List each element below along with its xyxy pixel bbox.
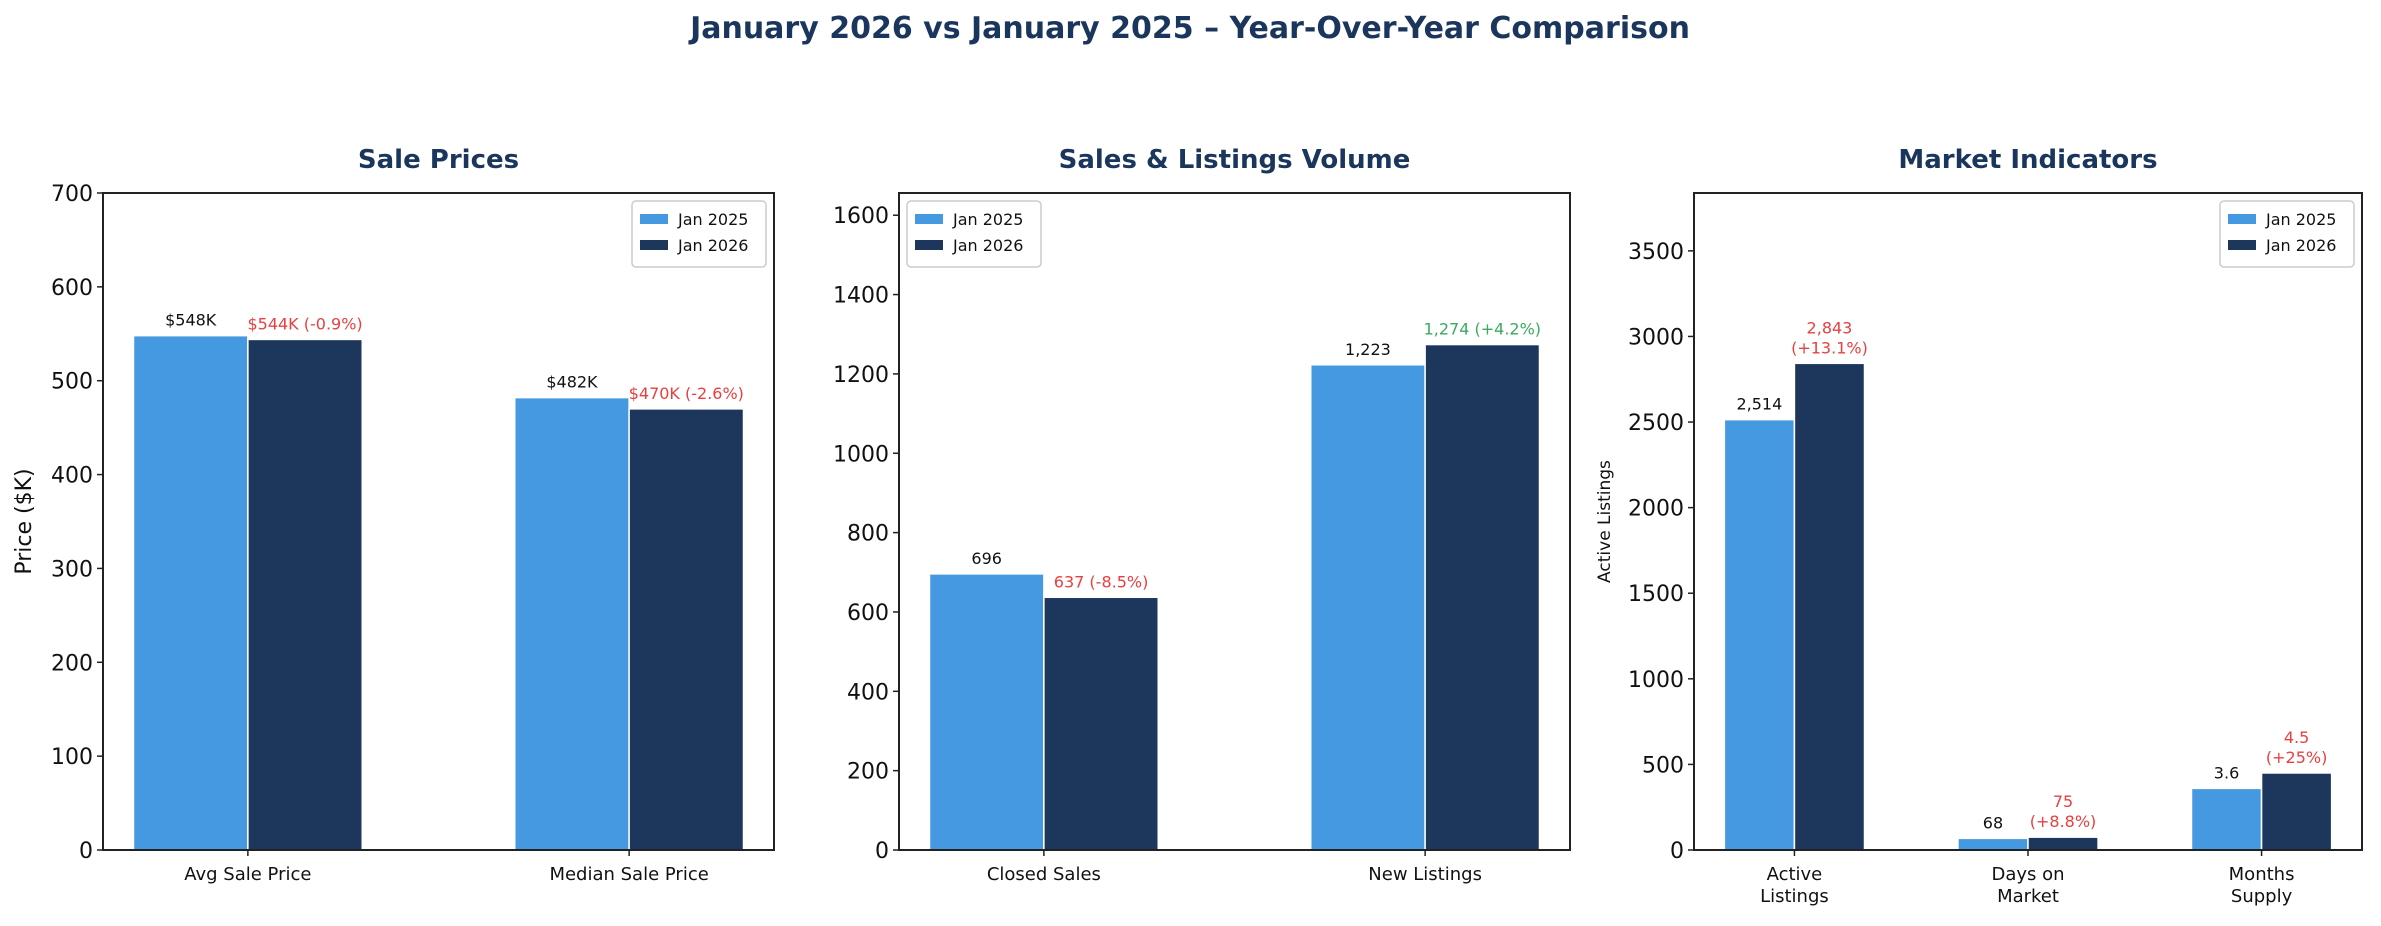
bar-jan-2025 bbox=[2190, 787, 2263, 851]
y-tick-label: 3000 bbox=[1628, 325, 1684, 350]
bar-jan-2025 bbox=[132, 334, 249, 851]
subplot-2: Sales & Listings Volume 0 200 400 600 800 1000… bbox=[833, 145, 1571, 885]
value-label: (+13.1%) bbox=[1791, 338, 1868, 357]
value-label: 68 bbox=[1983, 813, 2003, 832]
value-label: 4.5 bbox=[2284, 728, 2309, 747]
x-tick-label: Months bbox=[2229, 864, 2295, 885]
legend-label: Jan 2026 bbox=[952, 236, 1023, 255]
y-tick-label: 500 bbox=[1642, 753, 1684, 778]
y-tick-label: 2500 bbox=[1628, 411, 1684, 436]
bar-jan-2025 bbox=[1310, 364, 1426, 851]
x-tick-label: Closed Sales bbox=[987, 864, 1101, 885]
legend-swatch bbox=[915, 240, 943, 250]
bar-jan-2025 bbox=[928, 573, 1045, 851]
y-tick-label: 600 bbox=[51, 276, 93, 301]
axes-frame bbox=[898, 192, 1571, 851]
legend-label: Jan 2025 bbox=[2265, 210, 2336, 229]
x-tick-label: Supply bbox=[2231, 886, 2293, 907]
y-tick-label: 700 bbox=[51, 182, 93, 207]
y-tick-label: 1400 bbox=[833, 284, 889, 309]
y-tick-label: 400 bbox=[51, 464, 93, 489]
legend-label: Jan 2025 bbox=[952, 210, 1023, 229]
value-label: 2,843 bbox=[1807, 318, 1853, 337]
legend-swatch bbox=[915, 214, 943, 224]
value-label: 637 (-8.5%) bbox=[1054, 572, 1149, 591]
x-tick-label: New Listings bbox=[1368, 864, 1482, 885]
subplot-3: Market Indicators 0 500 1000 1500 2000 2500 300… bbox=[1595, 145, 2363, 907]
y-tick-label: 300 bbox=[51, 557, 93, 582]
axes-frame bbox=[102, 192, 775, 851]
x-tick-label: Active bbox=[1767, 864, 1823, 885]
legend-label: Jan 2026 bbox=[677, 236, 748, 255]
y-axis-label: Price ($K) bbox=[12, 468, 37, 574]
bar-jan-2025 bbox=[1957, 837, 2029, 851]
value-label: (+8.8%) bbox=[2030, 812, 2097, 831]
value-label: $482K bbox=[546, 373, 598, 392]
y-tick-label: 2000 bbox=[1628, 497, 1684, 522]
bar-jan-2026 bbox=[247, 338, 363, 851]
legend: Jan 2025 Jan 2026 bbox=[631, 200, 767, 268]
value-label: 75 bbox=[2053, 792, 2073, 811]
legend-label: Jan 2025 bbox=[677, 210, 748, 229]
y-tick-label: 400 bbox=[847, 680, 889, 705]
y-tick-label: 1500 bbox=[1628, 582, 1684, 607]
legend-swatch bbox=[2228, 214, 2256, 224]
y-tick-label: 0 bbox=[79, 839, 93, 864]
axes-frame bbox=[1693, 192, 2363, 851]
y-tick-label: 200 bbox=[51, 651, 93, 676]
x-tick-label: Avg Sale Price bbox=[184, 864, 311, 885]
value-label: 696 bbox=[971, 549, 1002, 568]
bar-jan-2026 bbox=[2260, 772, 2333, 851]
value-label: $470K (-2.6%) bbox=[629, 384, 744, 403]
legend-swatch bbox=[640, 214, 668, 224]
subplot-title: Sales & Listings Volume bbox=[1059, 145, 1411, 175]
y-tick-label: 200 bbox=[847, 760, 889, 785]
value-label: (+25%) bbox=[2266, 748, 2327, 767]
bar-jan-2026 bbox=[628, 408, 745, 851]
y-tick-label: 100 bbox=[51, 745, 93, 770]
value-label: $548K bbox=[165, 311, 217, 330]
bar-jan-2026 bbox=[1043, 596, 1159, 851]
figure-title: January 2026 vs January 2025 – Year-Over… bbox=[688, 11, 1690, 46]
y-axis-label: Active Listings bbox=[1595, 460, 1615, 583]
subplot-1: Sale Prices 0 100 200 300 400 500 600 700 Price (… bbox=[12, 145, 775, 885]
value-label: 1,223 bbox=[1345, 340, 1391, 359]
y-tick-label: 500 bbox=[51, 370, 93, 395]
x-tick-label: Days on bbox=[1991, 864, 2064, 885]
x-tick-label: Listings bbox=[1760, 886, 1829, 907]
y-tick-label: 800 bbox=[847, 522, 889, 547]
bar-jan-2026 bbox=[1793, 362, 1866, 851]
x-tick-label: Market bbox=[1997, 886, 2059, 907]
y-tick-label: 600 bbox=[847, 601, 889, 626]
y-tick-label: 1000 bbox=[833, 442, 889, 467]
bar-jan-2026 bbox=[1424, 343, 1541, 851]
y-tick-label: 1200 bbox=[833, 363, 889, 388]
subplot-title: Sale Prices bbox=[358, 145, 519, 175]
y-tick-label: 3500 bbox=[1628, 240, 1684, 265]
bar-jan-2026 bbox=[2027, 836, 2099, 851]
legend-swatch bbox=[640, 240, 668, 250]
bar-jan-2025 bbox=[514, 396, 630, 851]
value-label: 1,274 (+4.2%) bbox=[1424, 320, 1541, 339]
legend-swatch bbox=[2228, 240, 2256, 250]
legend: Jan 2025 Jan 2026 bbox=[906, 200, 1042, 268]
legend: Jan 2025 Jan 2026 bbox=[2219, 200, 2355, 268]
y-tick-label: 1600 bbox=[833, 204, 889, 229]
subplot-title: Market Indicators bbox=[1898, 145, 2157, 175]
legend-label: Jan 2026 bbox=[2265, 236, 2336, 255]
bar-jan-2025 bbox=[1723, 418, 1796, 851]
x-tick-label: Median Sale Price bbox=[549, 864, 708, 885]
value-label: 2,514 bbox=[1736, 395, 1782, 414]
y-tick-label: 0 bbox=[875, 839, 889, 864]
y-tick-label: 0 bbox=[1670, 839, 1684, 864]
value-label: 3.6 bbox=[2214, 763, 2239, 782]
value-label: $544K (-0.9%) bbox=[247, 314, 362, 333]
y-tick-label: 1000 bbox=[1628, 668, 1684, 693]
